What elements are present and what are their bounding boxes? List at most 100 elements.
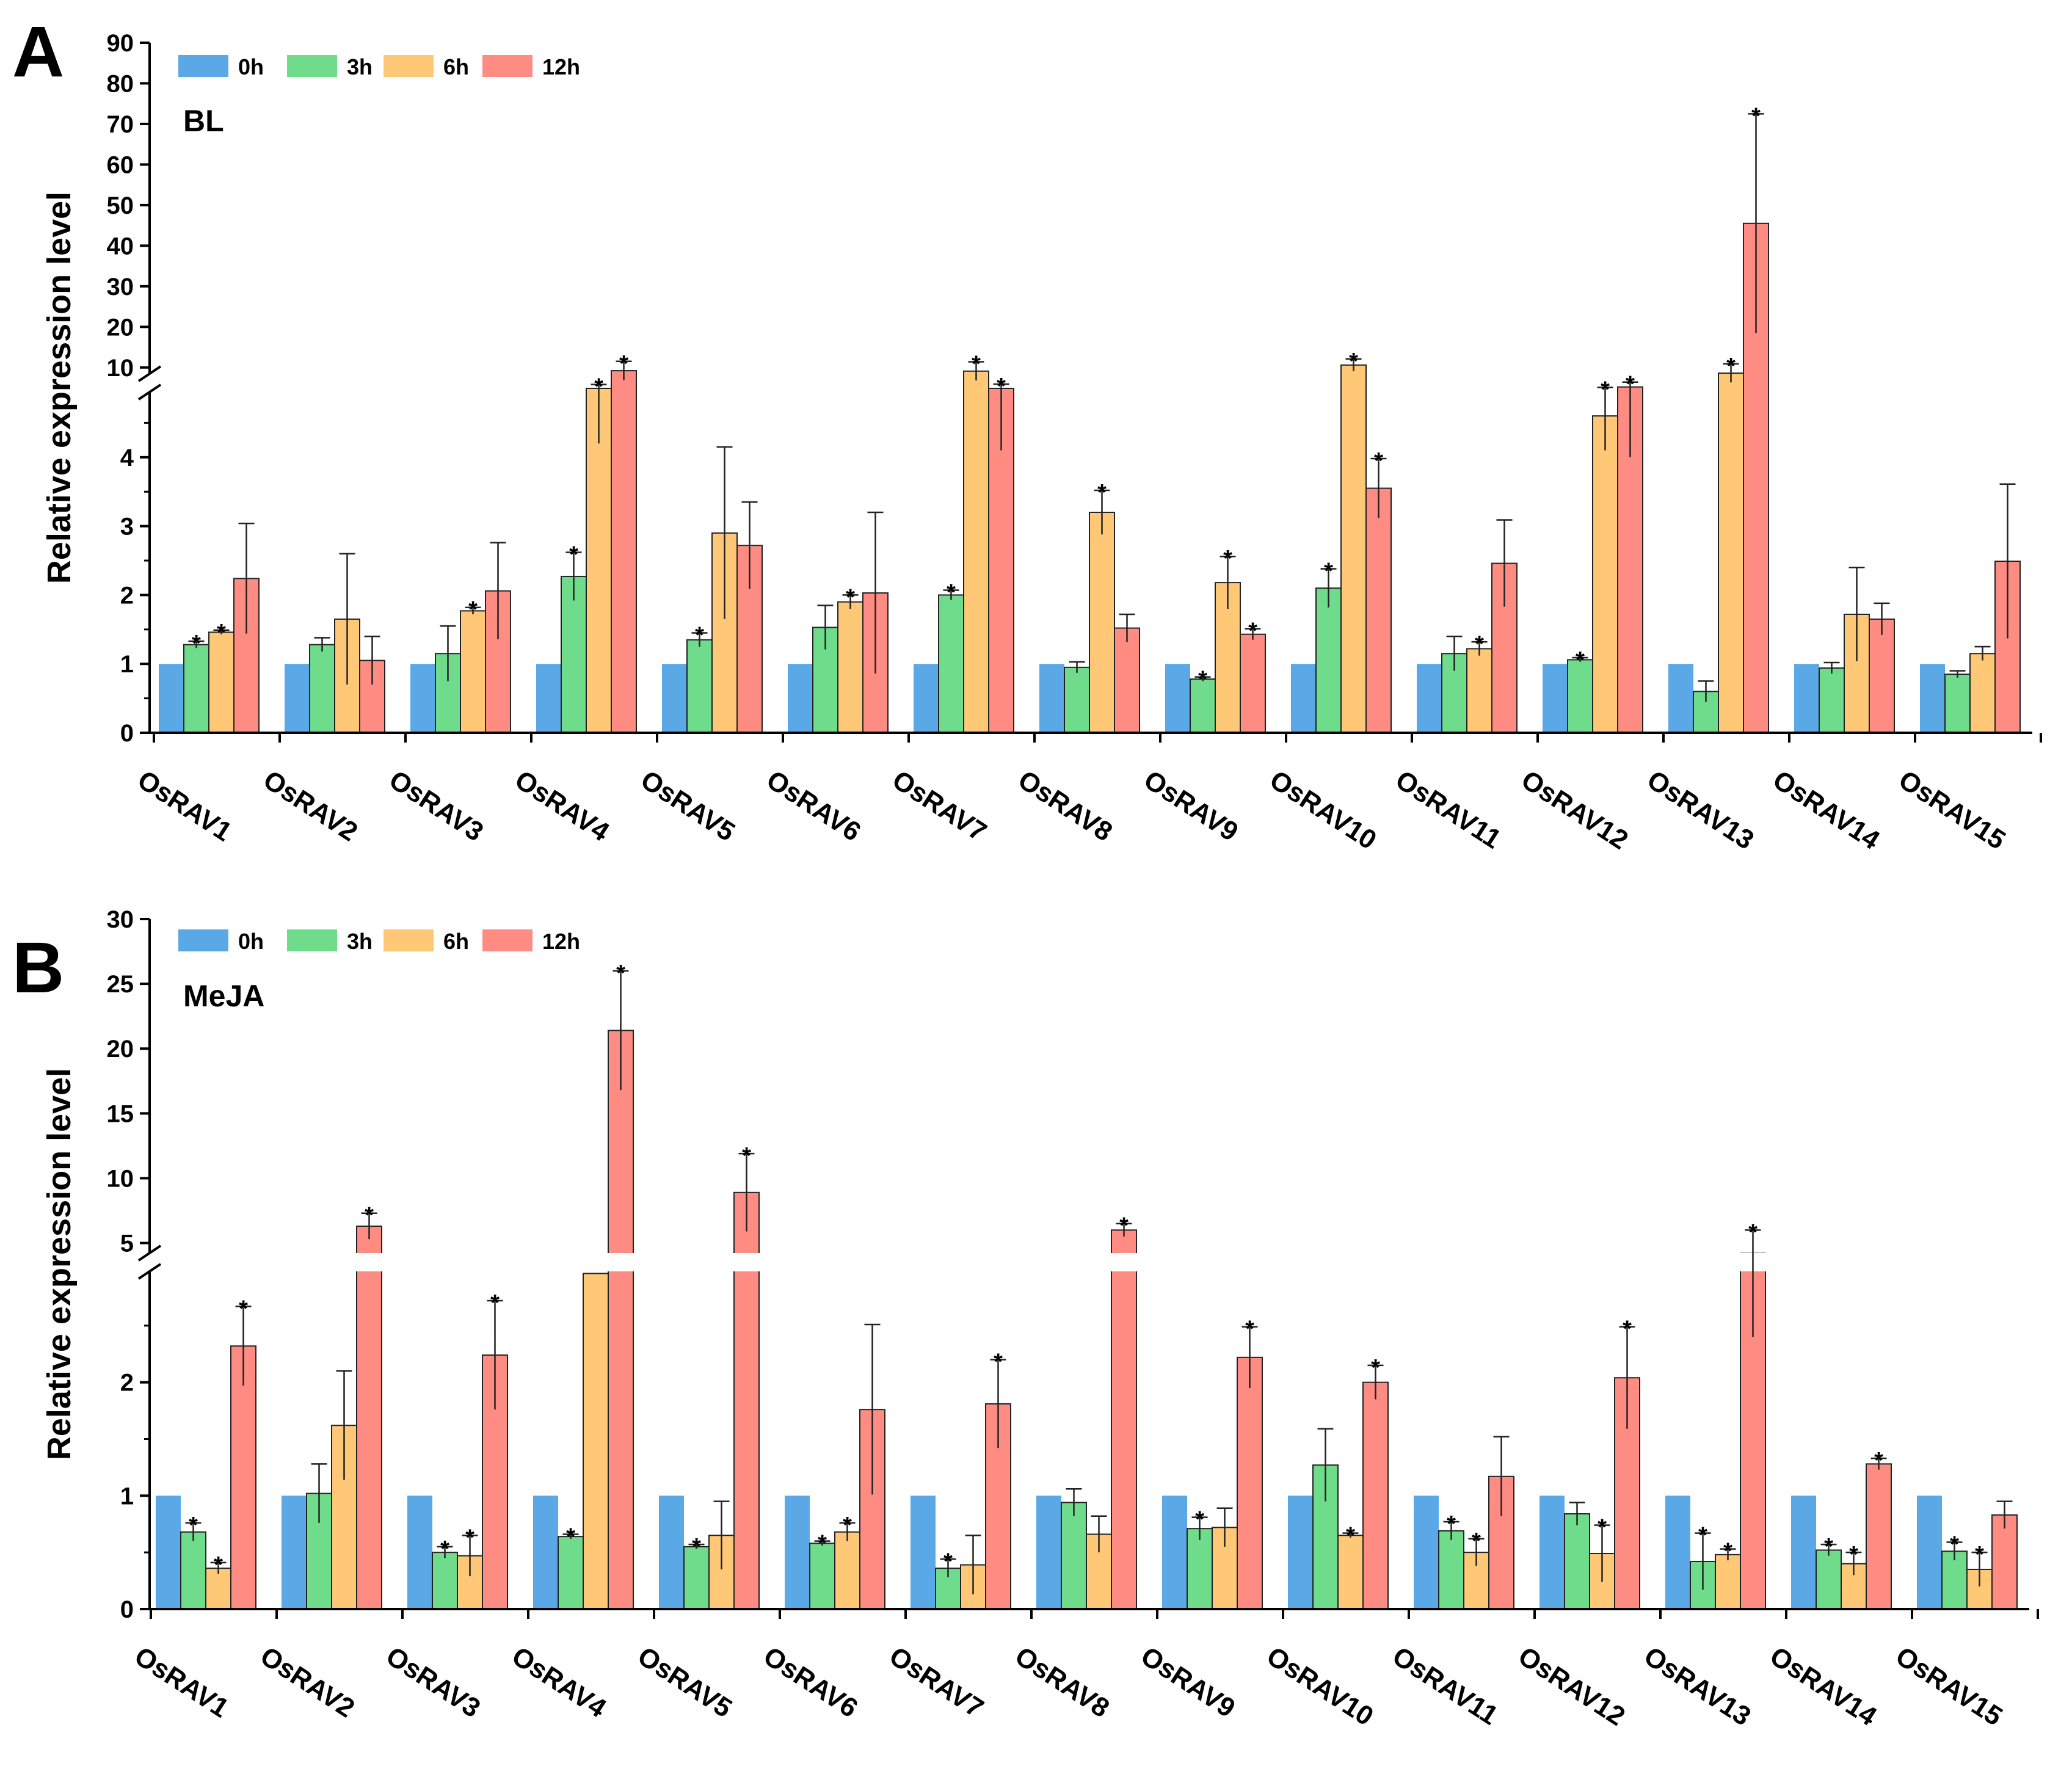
significance-star: * bbox=[1874, 1448, 1883, 1474]
category-label: OsRAV4 bbox=[507, 1641, 612, 1723]
bar-osrav1-0h bbox=[156, 1495, 181, 1609]
significance-star: * bbox=[490, 1290, 500, 1316]
axis-break-mark bbox=[137, 1263, 162, 1280]
panel-letter: B bbox=[12, 928, 64, 1008]
bar-osrav9-3h bbox=[1187, 1528, 1213, 1610]
category-label: OsRAV2 bbox=[255, 1641, 360, 1723]
significance-star: * bbox=[1346, 1523, 1355, 1549]
y-tick-label: 30 bbox=[107, 906, 134, 933]
significance-star: * bbox=[846, 584, 855, 610]
significance-star: * bbox=[1248, 619, 1257, 644]
significance-star: * bbox=[1349, 349, 1358, 374]
significance-star: * bbox=[1223, 546, 1232, 572]
bar-osrav10-0h bbox=[1291, 664, 1316, 733]
bar-osrav14-3h bbox=[1816, 1549, 1842, 1610]
bar-osrav3-0h bbox=[410, 664, 435, 733]
significance-star: * bbox=[1950, 1532, 1959, 1557]
significance-star: * bbox=[1975, 1542, 1984, 1568]
bar-osrav5-0h bbox=[659, 1495, 684, 1609]
significance-star: * bbox=[1623, 1317, 1632, 1342]
bar-osrav15-0h bbox=[1920, 664, 1945, 733]
legend-swatch-0h bbox=[178, 929, 228, 951]
bar-osrav8-0h bbox=[1039, 664, 1064, 733]
legend-label: 0h bbox=[238, 54, 264, 79]
significance-star: * bbox=[192, 631, 201, 656]
bar-osrav2-0h bbox=[285, 664, 310, 733]
bar-osrav10-3h bbox=[1315, 587, 1342, 733]
y-tick-label: 0 bbox=[120, 1596, 134, 1623]
bar-osrav9-0h bbox=[1165, 664, 1190, 733]
y-tick-label: 3 bbox=[120, 514, 134, 540]
bar-osrav4-0h bbox=[536, 664, 561, 733]
axis-break-mark bbox=[137, 365, 162, 382]
significance-star: * bbox=[619, 351, 628, 377]
category-label: OsRAV13 bbox=[1639, 1641, 1756, 1732]
y-tick-label: 1 bbox=[120, 651, 134, 678]
legend: 0h 3h 6h 12h bbox=[178, 54, 580, 79]
bar-osrav6-6h bbox=[834, 1531, 860, 1610]
bar-osrav10-6h bbox=[1340, 364, 1367, 733]
legend: 0h 3h 6h 12h bbox=[178, 929, 580, 954]
significance-star: * bbox=[1447, 1511, 1456, 1537]
bar-break-gap bbox=[732, 1253, 761, 1271]
bar-osrav15-0h bbox=[1917, 1495, 1942, 1609]
bar-osrav8-12h bbox=[1111, 1229, 1137, 1610]
significance-star: * bbox=[1472, 1528, 1481, 1554]
bar-osrav9-12h bbox=[1237, 1356, 1263, 1610]
category-label: OsRAV1 bbox=[129, 1641, 234, 1723]
panel-letter: A bbox=[12, 12, 64, 92]
y-tick-label: 1 bbox=[120, 1483, 134, 1510]
category-label: OsRAV8 bbox=[1010, 1641, 1115, 1723]
bar-osrav14-0h bbox=[1794, 664, 1819, 733]
significance-star: * bbox=[1195, 1507, 1204, 1533]
significance-star: * bbox=[997, 374, 1006, 399]
bar-osrav8-0h bbox=[1036, 1495, 1061, 1609]
significance-star: * bbox=[468, 597, 478, 623]
significance-star: * bbox=[214, 1552, 223, 1578]
category-label: OsRAV15 bbox=[1894, 765, 2011, 856]
bar-osrav14-3h bbox=[1819, 667, 1845, 734]
category-label: OsRAV14 bbox=[1768, 765, 1886, 856]
bar-osrav9-12h bbox=[1240, 633, 1266, 734]
category-label: OsRAV13 bbox=[1642, 765, 1759, 856]
category-label: OsRAV10 bbox=[1265, 765, 1382, 856]
legend-label: 12h bbox=[542, 54, 580, 79]
bar-osrav13-6h bbox=[1718, 372, 1744, 733]
bar-osrav5-3h bbox=[686, 639, 713, 733]
bar-osrav13-0h bbox=[1665, 1495, 1690, 1609]
bar-osrav4-0h bbox=[533, 1495, 558, 1609]
bar-osrav8-3h bbox=[1064, 666, 1090, 733]
treatment-label: MeJA bbox=[183, 979, 264, 1013]
legend-label: 3h bbox=[347, 54, 373, 79]
bar-osrav11-0h bbox=[1417, 664, 1442, 733]
bar-break-gap bbox=[1110, 1253, 1138, 1271]
significance-star: * bbox=[1726, 354, 1736, 379]
bar-osrav4-12h bbox=[608, 1030, 634, 1610]
y-tick-label: 80 bbox=[107, 70, 134, 97]
category-label: OsRAV11 bbox=[1387, 1641, 1503, 1731]
category-label: OsRAV5 bbox=[633, 1641, 738, 1723]
significance-star: * bbox=[1245, 1317, 1254, 1342]
bar-osrav7-0h bbox=[914, 664, 939, 733]
bar-osrav15-12h bbox=[1991, 1514, 2018, 1610]
significance-star: * bbox=[742, 1143, 751, 1169]
significance-star: * bbox=[1598, 1515, 1607, 1541]
legend-label: 12h bbox=[542, 929, 580, 954]
y-tick-label: 4 bbox=[120, 445, 134, 471]
bar-osrav12-6h bbox=[1592, 415, 1618, 733]
axis-break-mark bbox=[137, 1245, 162, 1262]
y-tick-label: 60 bbox=[107, 151, 134, 178]
y-tick-label: 10 bbox=[107, 1165, 134, 1192]
y-tick-label: 90 bbox=[107, 30, 134, 57]
bar-osrav7-0h bbox=[911, 1495, 936, 1609]
legend-swatch-12h bbox=[482, 55, 533, 77]
significance-star: * bbox=[1626, 372, 1635, 398]
significance-star: * bbox=[1371, 1355, 1380, 1381]
category-label: OsRAV5 bbox=[636, 765, 741, 847]
bars-group: * * * * * * * * * * * * * * * * * * * * * * * * * * * * * * * * bbox=[156, 961, 2018, 1610]
significance-star: * bbox=[1601, 377, 1610, 402]
bar-osrav6-0h bbox=[788, 664, 813, 733]
significance-star: * bbox=[616, 961, 625, 986]
significance-star: * bbox=[1849, 1542, 1858, 1568]
bar-osrav1-3h bbox=[180, 1531, 206, 1610]
